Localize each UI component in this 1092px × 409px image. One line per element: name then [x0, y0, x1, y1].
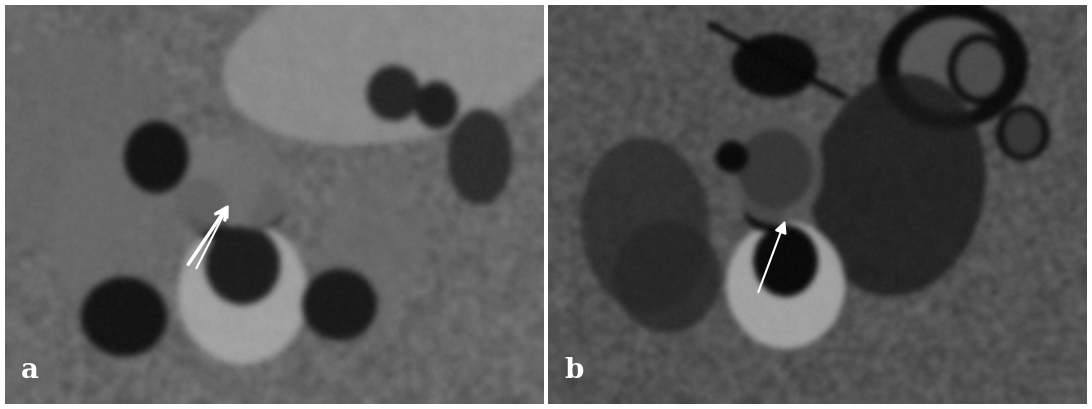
Text: a: a	[21, 357, 39, 384]
Text: b: b	[565, 357, 583, 384]
